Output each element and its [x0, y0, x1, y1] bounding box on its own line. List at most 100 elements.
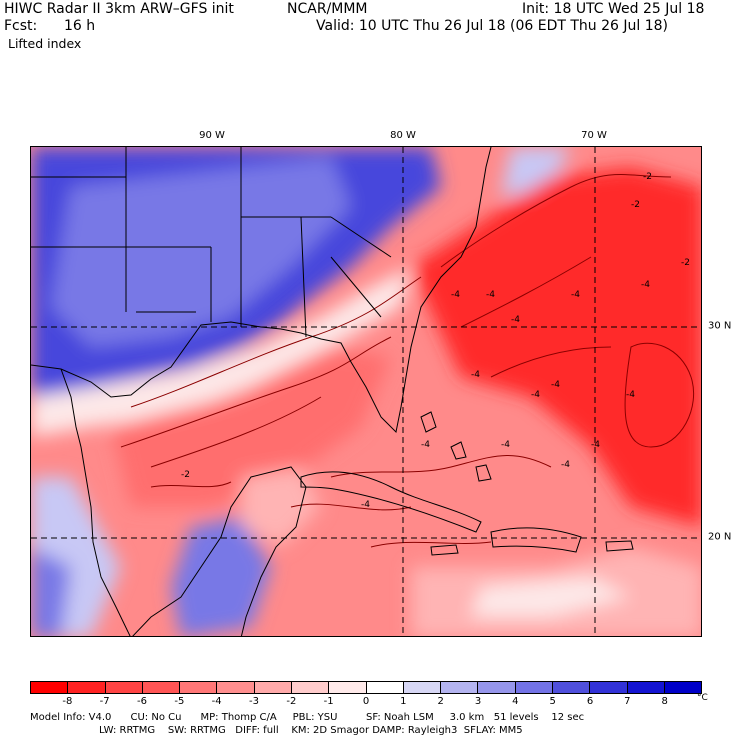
contour-label: -4 [561, 460, 570, 470]
coastline [430, 544, 459, 556]
latitude-label-30n: 30 N [708, 320, 732, 332]
longitude-label-90w: 90 W [199, 130, 225, 141]
coastline [132, 466, 307, 636]
contour-label: -4 [551, 380, 560, 390]
coastline [420, 411, 492, 482]
color-scale-tick-label: -8 [62, 696, 73, 707]
longitude-label-80w: 80 W [390, 130, 416, 141]
color-scale-tick-label: -5 [174, 696, 185, 707]
contour-label: -4 [421, 440, 430, 450]
color-scale-tick-label: -7 [99, 696, 110, 707]
contour-label: -4 [531, 390, 540, 400]
contour-line [150, 396, 322, 468]
contour-label: -4 [361, 500, 370, 510]
contour-line [290, 503, 412, 511]
color-scale-cell [441, 682, 479, 693]
contour-line [460, 256, 592, 328]
contour-label: -4 [571, 290, 580, 300]
map-canvas: -2 -2 -4 -4 -4 -4 -4 -2 -4 -4 -4 -4 -4 -… [31, 147, 701, 636]
color-scale-tick-label: -1 [323, 696, 334, 707]
color-scale-tick-label: 0 [362, 696, 370, 707]
coastline [490, 527, 582, 553]
coastline [31, 147, 492, 434]
color-scale-cell [142, 682, 181, 693]
color-scale-tick-label: 3 [474, 696, 482, 707]
color-scale-tick-label: 2 [437, 696, 444, 707]
color-scale-cell [403, 682, 442, 693]
color-scale-cell [105, 682, 143, 693]
latitude-label-20n: 20 N [708, 531, 732, 543]
contour-line [370, 541, 492, 548]
contour-line [490, 346, 612, 378]
color-scale-cell [515, 682, 553, 693]
contour-label: -4 [511, 315, 520, 325]
contour-line [150, 481, 232, 488]
field-region [611, 297, 701, 477]
model-title: HIWC Radar II 3km ARW–GFS init [4, 1, 234, 17]
color-scale-cell [627, 682, 665, 693]
coastline [300, 471, 482, 533]
contour-label: -4 [486, 290, 495, 300]
contour-line [330, 455, 552, 478]
coastlines [31, 147, 634, 636]
color-scale-cell [664, 682, 702, 693]
contour-label: -2 [631, 200, 640, 210]
color-scale-tick-label: 7 [624, 696, 631, 707]
field-name: Lifted index [8, 36, 82, 51]
color-scale-tick-label: 1 [400, 696, 407, 707]
color-scale-cell [31, 682, 69, 693]
organization-label: NCAR/MMM [287, 1, 368, 17]
contour-labels: -2 -2 -4 -4 -4 -4 -4 -2 -4 -4 -4 -4 -4 -… [181, 172, 690, 510]
field-region [111, 347, 391, 507]
color-scale-cell [68, 682, 106, 693]
contour-line [624, 342, 695, 448]
contour-line [130, 276, 422, 408]
color-scale-cell [254, 682, 292, 693]
lifted-index-map: -2 -2 -4 -4 -4 -4 -4 -2 -4 -4 -4 -4 -4 -… [30, 146, 702, 637]
color-scale-cell [590, 682, 628, 693]
field-region [31, 267, 411, 437]
color-scale-tick-label: -3 [249, 696, 259, 707]
color-scale-cell [552, 682, 591, 693]
contour-label: -2 [643, 172, 652, 182]
contour-label: -4 [591, 440, 600, 450]
contour-label: -4 [626, 390, 635, 400]
longitude-label-70w: 70 W [581, 130, 607, 141]
contour-label: -4 [641, 280, 650, 290]
contour-label: -2 [181, 470, 190, 480]
coastline [31, 147, 392, 338]
model-info-line-2: LW: RRTMG SW: RRTMG DIFF: full KM: 2D Sm… [99, 725, 523, 736]
color-scale-tick-label: -2 [286, 696, 297, 707]
color-scale-cell [291, 682, 330, 693]
forecast-label: Fcst: [4, 18, 38, 34]
contour-lines [120, 174, 695, 548]
color-scale-cell [217, 682, 255, 693]
color-scale-tick-label: -4 [211, 696, 222, 707]
field-region [171, 517, 271, 636]
valid-time: Valid: 10 UTC Thu 26 Jul 18 (06 EDT Thu … [316, 18, 668, 34]
color-scale-cell [366, 682, 404, 693]
color-scale-tick-label: 8 [661, 696, 668, 707]
model-info-line-1: Model Info: V4.0 CU: No Cu MP: Thomp C/A… [30, 712, 585, 723]
contour-line [440, 174, 672, 268]
field-region [471, 577, 631, 617]
field-region [31, 547, 71, 636]
coastline [60, 368, 131, 636]
forecast-hour: 16 h [64, 18, 96, 34]
field-region [501, 147, 571, 197]
coastline [605, 540, 634, 552]
color-scale-cell [329, 682, 367, 693]
color-scale-tick-label: 6 [586, 696, 594, 707]
contour-label: -2 [681, 258, 690, 268]
contour-label: -4 [501, 440, 510, 450]
color-scale-bar [30, 681, 702, 694]
color-scale-unit: °C [697, 693, 708, 703]
color-scale-tick-label: -6 [137, 696, 147, 707]
graticule [31, 147, 701, 636]
color-scale-tick-label: 4 [512, 696, 519, 707]
color-scale-cell [180, 682, 218, 693]
color-scale-cell [478, 682, 516, 693]
contour-label: -4 [451, 290, 460, 300]
contour-label: -4 [471, 370, 480, 380]
contour-line [120, 336, 392, 448]
